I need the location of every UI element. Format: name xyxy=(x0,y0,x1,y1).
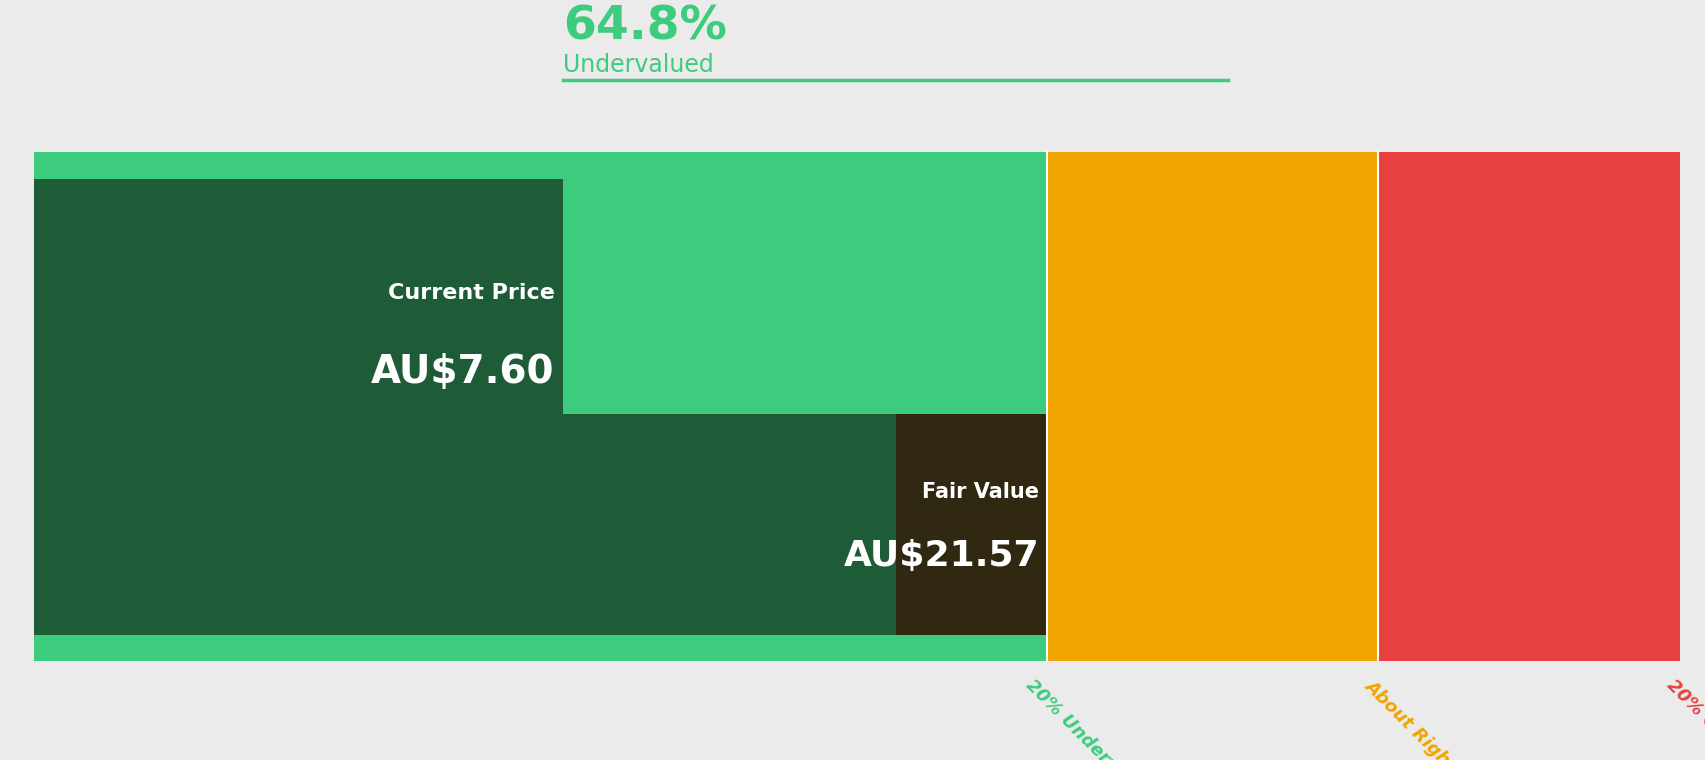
Bar xyxy=(34,152,1047,661)
Text: Fair Value: Fair Value xyxy=(921,483,1038,502)
Text: About Right: About Right xyxy=(1361,676,1459,760)
Bar xyxy=(895,414,1047,635)
Bar xyxy=(34,414,1047,635)
Text: AU$7.60: AU$7.60 xyxy=(370,353,554,391)
Text: 64.8%: 64.8% xyxy=(563,4,726,49)
Text: Current Price: Current Price xyxy=(387,283,554,302)
Text: AU$21.57: AU$21.57 xyxy=(842,540,1038,573)
Bar xyxy=(1378,152,1679,661)
Bar xyxy=(34,179,563,483)
Text: 20% Overvalued: 20% Overvalued xyxy=(1662,676,1705,760)
Text: Undervalued: Undervalued xyxy=(563,52,713,77)
Text: 20% Undervalued: 20% Undervalued xyxy=(1021,676,1161,760)
Bar xyxy=(1047,152,1378,661)
